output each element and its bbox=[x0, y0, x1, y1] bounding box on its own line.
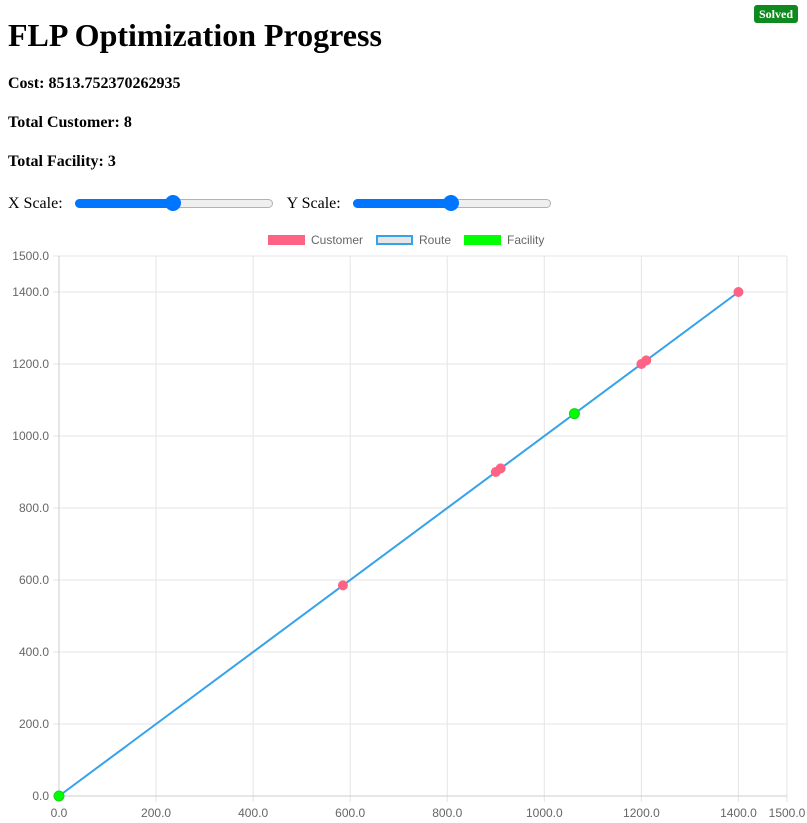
customer-point bbox=[490, 467, 501, 477]
x-scale-slider[interactable] bbox=[74, 192, 273, 216]
x-tick-label: 1400.0 bbox=[720, 806, 757, 820]
y-tick-label: 800.0 bbox=[19, 501, 49, 515]
facility-point bbox=[568, 408, 580, 420]
x-tick-label: 0.0 bbox=[51, 806, 68, 820]
x-scale-fill bbox=[74, 199, 173, 208]
y-tick-label: 600.0 bbox=[19, 573, 49, 587]
x-tick-label: 1500.0 bbox=[769, 806, 806, 820]
legend-item-customer[interactable]: Customer bbox=[268, 232, 363, 248]
cost-stat: Cost: 8513.752370262935 bbox=[8, 75, 181, 92]
x-tick-label: 600.0 bbox=[335, 806, 365, 820]
y-scale-label: Y Scale: bbox=[286, 195, 341, 212]
x-scale-label: X Scale: bbox=[8, 195, 63, 212]
y-tick-label: 1400.0 bbox=[12, 285, 49, 299]
x-tick-label: 1000.0 bbox=[526, 806, 563, 820]
status-badge: Solved bbox=[754, 5, 798, 23]
legend-label-facility: Facility bbox=[507, 233, 545, 247]
legend-label-route: Route bbox=[419, 233, 452, 247]
facility-point bbox=[53, 790, 65, 802]
route-line bbox=[58, 291, 740, 797]
y-tick-label: 200.0 bbox=[19, 717, 49, 731]
route-swatch bbox=[376, 235, 413, 245]
y-tick-label: 1000.0 bbox=[12, 429, 49, 443]
legend-item-route[interactable]: Route bbox=[376, 232, 451, 248]
customer-point bbox=[636, 359, 647, 369]
y-tick-label: 1500.0 bbox=[12, 249, 49, 263]
x-scale-thumb[interactable] bbox=[164, 195, 181, 211]
chart-legend: Customer Route Facility bbox=[0, 232, 807, 248]
customer-point bbox=[733, 287, 744, 297]
legend-label-customer: Customer bbox=[311, 233, 364, 247]
x-tick-label: 1200.0 bbox=[623, 806, 660, 820]
total-facility-stat: Total Facility: 3 bbox=[8, 153, 116, 170]
legend-item-facility[interactable]: Facility bbox=[464, 232, 544, 248]
y-scale-thumb[interactable] bbox=[442, 195, 459, 211]
scale-controls: X Scale: Y Scale: bbox=[8, 192, 551, 216]
customer-swatch bbox=[268, 235, 305, 245]
x-tick-label: 400.0 bbox=[238, 806, 268, 820]
customer-point bbox=[495, 463, 506, 474]
y-scale-fill bbox=[352, 199, 451, 208]
x-tick-label: 200.0 bbox=[141, 806, 171, 820]
total-customer-stat: Total Customer: 8 bbox=[8, 114, 132, 131]
customer-point bbox=[641, 355, 652, 366]
y-tick-label: 400.0 bbox=[19, 645, 49, 659]
customer-point bbox=[337, 580, 348, 591]
x-tick-label: 800.0 bbox=[432, 806, 462, 820]
facility-swatch bbox=[464, 235, 501, 245]
page-title: FLP Optimization Progress bbox=[8, 17, 382, 53]
y-scale-slider[interactable] bbox=[352, 192, 551, 216]
y-tick-label: 1200.0 bbox=[12, 357, 49, 371]
y-tick-label: 0.0 bbox=[32, 789, 49, 803]
